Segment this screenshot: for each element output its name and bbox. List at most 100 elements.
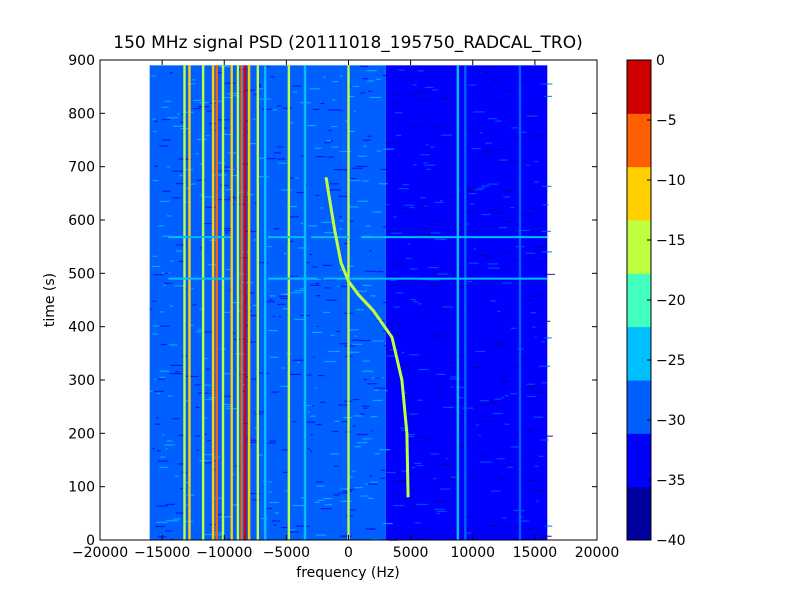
noise-speckle [314,147,322,149]
noise-speckle [370,430,373,432]
noise-speckle [292,91,298,93]
noise-speckle [362,438,372,440]
noise-speckle [173,125,185,127]
noise-speckle [523,461,529,463]
noise-speckle [282,308,290,310]
noise-speckle [363,407,368,409]
noise-speckle [340,169,349,171]
noise-speckle [247,292,255,294]
noise-speckle [499,321,502,323]
noise-speckle [223,133,232,136]
noise-speckle [351,167,363,169]
noise-speckle [290,177,295,179]
noise-speckle [253,411,265,413]
noise-speckle [174,285,185,287]
noise-speckle [268,491,272,493]
noise-speckle [433,271,443,273]
noise-speckle [503,221,514,223]
noise-speckle [316,485,325,487]
noise-speckle [328,109,341,111]
noise-speckle [503,196,511,198]
noise-speckle [157,392,160,395]
noise-speckle [165,503,175,505]
noise-speckle [258,88,264,90]
noise-speckle [374,377,382,379]
noise-speckle [208,264,216,266]
noise-speckle [269,501,280,504]
noise-speckle [193,99,201,102]
noise-speckle [503,319,507,321]
noise-speckle [487,118,498,120]
noise-speckle [276,146,284,148]
noise-speckle [520,389,524,391]
noise-speckle [502,190,515,192]
noise-speckle [156,521,168,523]
noise-speckle [325,279,336,281]
x-tick-label: 20000 [575,545,620,561]
noise-speckle [152,130,157,133]
noise-speckle [527,430,533,432]
noise-speckle [222,227,233,230]
noise-speckle [307,448,311,450]
noise-speckle [334,420,340,422]
noise-speckle [324,232,335,234]
noise-speckle [194,384,201,386]
noise-speckle [542,204,549,206]
noise-speckle [405,257,412,260]
noise-speckle [490,402,502,404]
noise-speckle [157,460,169,462]
noise-speckle [238,68,248,71]
noise-speckle [207,440,211,442]
noise-speckle [327,156,335,158]
noise-speckle [487,210,495,212]
noise-speckle [159,466,169,468]
noise-speckle [436,510,447,513]
noise-speckle [542,185,552,187]
noise-speckle [439,394,445,396]
noise-speckle [388,93,399,95]
noise-speckle [246,230,258,233]
noise-speckle [452,495,459,497]
noise-speckle [439,238,447,241]
noise-speckle [480,254,489,257]
noise-speckle [333,169,342,171]
noise-speckle [458,415,465,417]
noise-speckle [330,140,334,142]
noise-speckle [409,354,419,356]
noise-speckle [539,294,544,296]
x-tick-label: −15000 [134,545,190,561]
noise-speckle [415,92,425,94]
noise-speckle [315,194,320,197]
noise-speckle [264,245,272,248]
noise-speckle [222,166,230,168]
noise-speckle [411,503,416,505]
noise-speckle [354,486,363,489]
noise-speckle [403,204,415,206]
noise-speckle [170,364,183,367]
noise-speckle [467,280,473,283]
noise-speckle [224,82,236,84]
noise-speckle [430,146,435,148]
noise-speckle [264,507,273,510]
noise-speckle [354,335,357,337]
noise-speckle [202,533,214,536]
noise-speckle [199,247,202,249]
noise-speckle [195,179,206,181]
spectral-line [201,65,205,540]
noise-speckle [169,538,174,540]
noise-speckle [318,375,325,377]
noise-speckle [544,525,553,527]
spectral-line [456,65,460,540]
spectral-line [264,65,267,540]
noise-speckle [223,229,231,232]
noise-speckle [408,210,413,213]
noise-speckle [541,341,546,343]
noise-speckle [366,70,377,72]
noise-speckle [469,203,475,205]
noise-speckle [498,159,509,161]
noise-speckle [177,463,186,465]
noise-speckle [331,125,338,128]
noise-speckle [165,448,168,450]
noise-speckle [359,92,366,94]
noise-speckle [172,197,181,199]
